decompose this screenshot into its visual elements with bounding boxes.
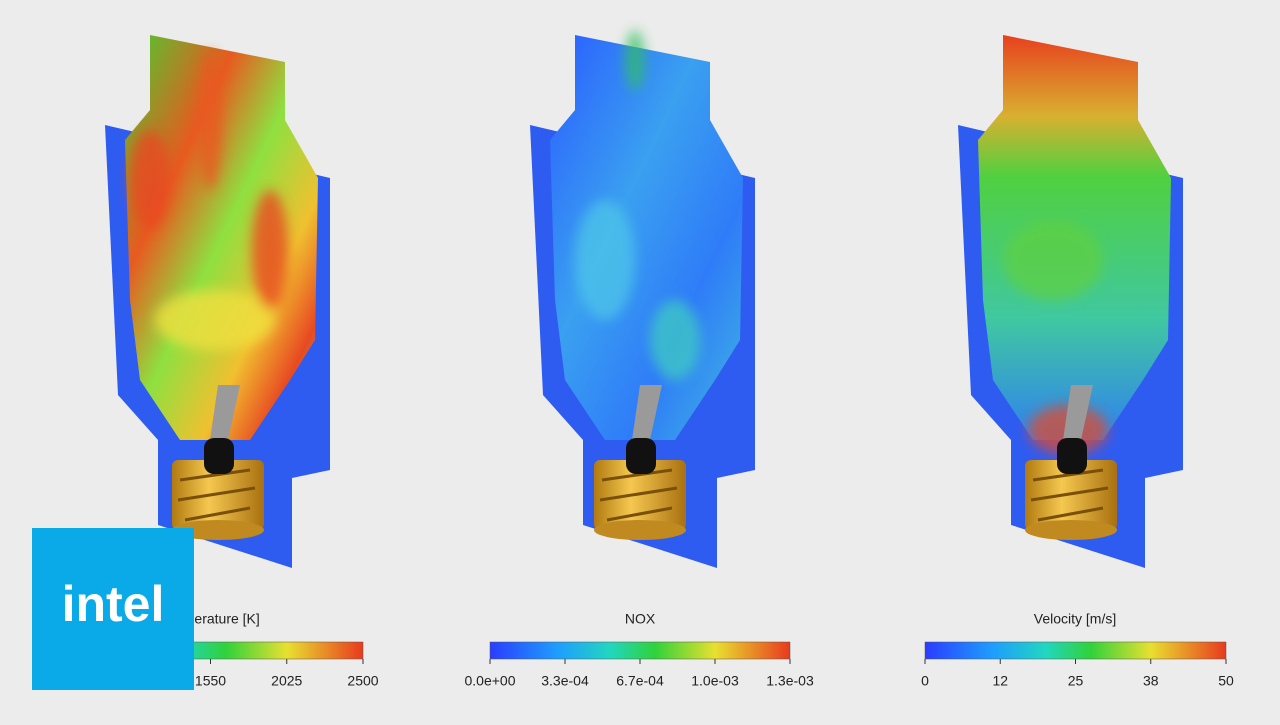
- tick-label: 50: [1218, 673, 1234, 689]
- velocity-panel: [958, 35, 1183, 568]
- tick-label: 1.3e-03: [766, 673, 814, 689]
- nox-panel: [530, 30, 755, 568]
- tick-label: 1.0e-03: [691, 673, 739, 689]
- colorbar: [489, 641, 791, 660]
- tick-label: 25: [1068, 673, 1084, 689]
- tick-label: 0: [921, 673, 929, 689]
- tick-label: 38: [1143, 673, 1159, 689]
- colorbar-title: NOX: [625, 611, 656, 627]
- colorbar-title: Velocity [m/s]: [1034, 611, 1116, 627]
- tick-label: 1550: [195, 673, 226, 689]
- logo-box: [32, 528, 194, 690]
- tick-label: 3.3e-04: [541, 673, 589, 689]
- tick-label: 2025: [271, 673, 302, 689]
- tick-label: 6.7e-04: [616, 673, 664, 689]
- tick-label: 12: [992, 673, 1008, 689]
- colorbar: [924, 641, 1227, 660]
- tick-label: 0.0e+00: [465, 673, 516, 689]
- tick-label: 2500: [347, 673, 378, 689]
- temperature-panel: [105, 35, 330, 568]
- logo: intel: [62, 576, 165, 632]
